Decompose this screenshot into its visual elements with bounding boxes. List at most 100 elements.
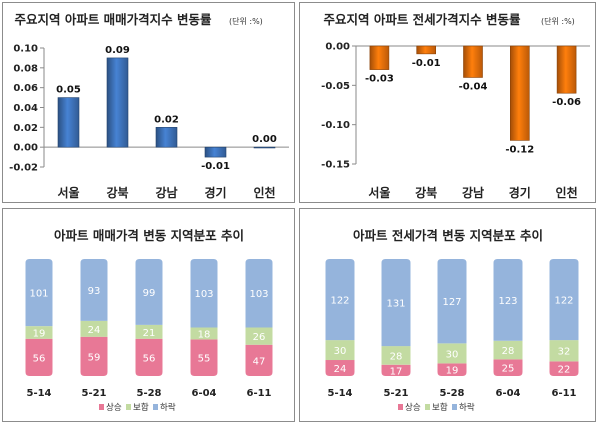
x-tick-label: 인천 — [556, 185, 578, 200]
segment-label: 18 — [198, 329, 211, 340]
sale-change-chart-panel: 주요지역 아파트 매매가격지수 변동률 (단위 :%) 0.10 0.08 0.06… — [2, 2, 295, 203]
segment-label: 30 — [446, 349, 459, 360]
bar-segment — [549, 361, 579, 376]
bar-segment — [135, 338, 163, 376]
bar-segment — [493, 359, 523, 376]
legend-label: 하락 — [160, 402, 176, 413]
x-tick-label: 5-21 — [383, 388, 408, 399]
chart-unit: (단위 :%) — [229, 16, 263, 26]
bar-segment — [437, 343, 467, 364]
legend-swatch — [425, 404, 430, 410]
segment-label: 56 — [143, 353, 156, 364]
bar-segment — [325, 259, 355, 341]
segment-label: 103 — [249, 289, 268, 300]
segment-label: 47 — [253, 356, 266, 367]
segment-label: 22 — [558, 365, 571, 376]
bar-segment — [245, 344, 273, 376]
bar-segment — [135, 259, 163, 325]
y-tick-label: -0.10 — [321, 120, 350, 131]
segment-label: 17 — [390, 366, 403, 377]
legend-swatch — [99, 404, 104, 410]
bar-segment — [190, 327, 218, 340]
data-label: 0.05 — [56, 85, 81, 96]
bar — [253, 146, 276, 149]
y-tick-label: 0.00 — [325, 42, 350, 53]
legend-swatch — [153, 404, 158, 410]
segment-label: 28 — [390, 351, 403, 362]
y-tick-label: 0.00 — [13, 143, 38, 154]
bar-segment — [190, 339, 218, 376]
jeonse-change-chart-panel: 주요지역 아파트 전세가격지수 변동률 (단위 :%) 0.00 -0.05 -0.… — [299, 2, 596, 203]
data-label: -0.04 — [459, 81, 488, 92]
x-tick-label: 경기 — [204, 185, 226, 200]
data-label: -0.12 — [505, 144, 534, 155]
legend: 상승 보합 하락 — [398, 402, 475, 413]
bar-segment — [325, 360, 355, 376]
bar — [204, 146, 227, 158]
legend-label: 상승 — [106, 402, 122, 413]
legend-swatch — [398, 404, 403, 410]
x-tick-label: 6-04 — [191, 388, 216, 399]
segment-label: 19 — [33, 328, 46, 339]
legend-label: 보합 — [432, 403, 448, 413]
segment-label: 55 — [198, 354, 211, 365]
segment-label: 24 — [88, 325, 101, 336]
x-tick-label: 경기 — [509, 185, 531, 200]
x-tick-label: 서울 — [57, 185, 79, 200]
chart-unit: (단위 :%) — [541, 16, 575, 26]
segment-label: 131 — [386, 299, 405, 310]
segment-label: 123 — [498, 296, 517, 307]
bar-segment — [381, 346, 411, 365]
x-tick-label: 5-14 — [327, 388, 352, 399]
x-tick-label: 5-14 — [26, 388, 51, 399]
data-label: 0.09 — [105, 45, 130, 56]
bar-segment — [381, 259, 411, 347]
jeonse-distribution-chart: 아파트 전세가격 변동 지역분포 추이 24 30 122 5-14 17 28 131 5-… — [325, 228, 579, 413]
segment-label: 28 — [502, 346, 515, 357]
chart-title: 아파트 전세가격 변동 지역분포 추이 — [353, 228, 543, 243]
x-tick-label: 강북 — [106, 186, 128, 200]
data-label: -0.03 — [365, 74, 394, 85]
segment-label: 122 — [554, 296, 573, 307]
x-tick-label: 강북 — [415, 186, 437, 200]
bar — [510, 45, 530, 141]
sale-change-chart: 주요지역 아파트 매매가격지수 변동률 (단위 :%) 0.10 0.08 0.06… — [9, 12, 289, 200]
x-tick-label: 강남 — [155, 185, 177, 200]
segment-label: 32 — [558, 347, 571, 358]
x-tick-label: 서울 — [368, 185, 390, 200]
x-tick-label: 인천 — [253, 185, 275, 200]
y-tick-label: 0.10 — [13, 44, 38, 55]
bar — [57, 97, 80, 148]
segment-label: 93 — [88, 286, 101, 297]
segment-label: 56 — [33, 353, 46, 364]
data-label: -0.06 — [552, 97, 581, 108]
segment-label: 59 — [88, 352, 101, 363]
x-tick-label: 강남 — [462, 185, 484, 200]
bar-segment — [190, 259, 218, 328]
x-tick-label: 5-28 — [136, 388, 161, 399]
bar-segment — [80, 320, 108, 337]
bar — [155, 127, 178, 148]
bar-segment — [549, 259, 579, 341]
x-tick-label: 6-11 — [246, 388, 271, 399]
jeonse-distribution-chart-panel: 아파트 전세가격 변동 지역분포 추이 24 30 122 5-14 17 28 131 5-… — [299, 208, 596, 422]
bar — [416, 45, 436, 55]
segment-label: 122 — [330, 296, 349, 307]
segment-label: 24 — [334, 364, 347, 375]
x-tick-label: 5-21 — [81, 388, 106, 399]
segment-label: 127 — [442, 297, 461, 308]
bar-segment — [437, 363, 467, 376]
bar-segment — [80, 336, 108, 376]
segment-label: 30 — [334, 346, 347, 357]
bar-segment — [325, 340, 355, 361]
bar-segment — [437, 259, 467, 344]
bar — [369, 45, 390, 70]
chart-title: 아파트 매매가격 변동 지역분포 추이 — [54, 228, 244, 243]
y-tick-label: 0.04 — [13, 103, 38, 114]
segment-label: 25 — [502, 364, 515, 375]
y-tick-label: -0.15 — [321, 160, 350, 171]
bar-segment — [25, 338, 53, 376]
bar-segment — [381, 364, 411, 376]
data-label: -0.01 — [412, 58, 441, 69]
